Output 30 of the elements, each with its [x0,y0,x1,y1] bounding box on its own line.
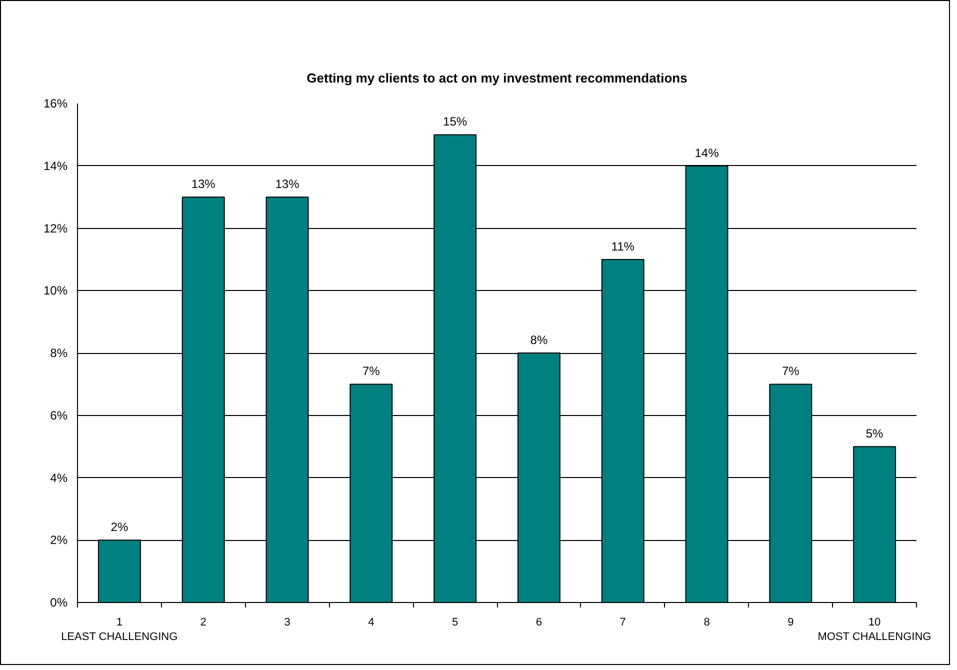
x-tick-label: 8 [704,616,710,628]
x-tick-label: 2 [200,616,206,628]
data-label: 8% [530,333,548,347]
data-label: 13% [191,177,216,192]
y-tick-label: 14% [43,158,68,173]
data-label: 7% [782,364,800,378]
data-label: 11% [611,239,635,254]
data-label: 5% [866,426,884,441]
x-tick-label: 3 [284,616,290,628]
x-tick-label: 7 [620,616,626,628]
y-tick-label: 10% [43,284,68,298]
x-tick-label: 6 [536,616,542,628]
y-tick-label: 8% [50,346,68,360]
data-label: 2% [110,520,128,534]
x-tick-label: 10 MOST CHALLENGING [818,616,932,643]
data-label: 13% [275,177,300,192]
data-label: 14% [694,146,720,160]
x-tick-label: 4 [368,616,374,628]
chart-title: Getting my clients to act on my investment recommendations [306,70,688,86]
x-tick-label: 1 LEAST CHALLENGING [61,616,178,643]
x-tick-label: 9 [788,616,794,628]
y-tick-label: 0% [50,596,68,610]
y-tick-label: 2% [50,533,68,548]
y-tick-label: 6% [50,408,68,422]
y-tick-label: 16% [43,96,68,110]
data-label: 15% [443,114,468,129]
x-tick-label: 5 [452,616,458,628]
y-tick-label: 12% [43,221,68,236]
y-tick-label: 4% [50,470,68,485]
data-label: 7% [362,364,380,378]
